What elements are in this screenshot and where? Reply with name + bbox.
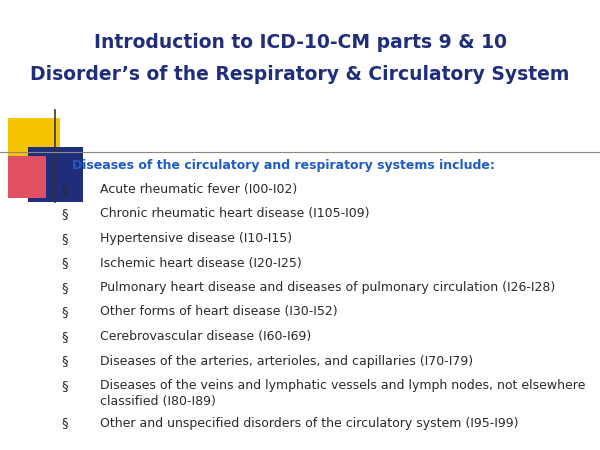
Text: Chronic rheumatic heart disease (I105-I09): Chronic rheumatic heart disease (I105-I0…	[100, 207, 370, 220]
Bar	[8, 156, 46, 198]
Text: Hypertensive disease (I10-I15): Hypertensive disease (I10-I15)	[100, 232, 292, 245]
Text: §: §	[62, 281, 68, 294]
Text: §: §	[62, 232, 68, 245]
Text: Diseases of the veins and lymphatic vessels and lymph nodes, not elsewhere
class: Diseases of the veins and lymphatic vess…	[100, 379, 586, 408]
Text: §: §	[62, 379, 68, 392]
Text: Disorder’s of the Respiratory & Circulatory System: Disorder’s of the Respiratory & Circulat…	[31, 66, 569, 85]
Text: Introduction to ICD-10-CM parts 9 & 10: Introduction to ICD-10-CM parts 9 & 10	[94, 32, 506, 51]
Text: Ischemic heart disease (I20-I25): Ischemic heart disease (I20-I25)	[100, 256, 302, 270]
Text: Diseases of the circulatory and respiratory systems include:: Diseases of the circulatory and respirat…	[72, 158, 495, 171]
Text: Cerebrovascular disease (I60-I69): Cerebrovascular disease (I60-I69)	[100, 330, 311, 343]
Text: §: §	[62, 355, 68, 368]
Bar	[8, 118, 60, 170]
Text: §: §	[62, 330, 68, 343]
Text: Diseases of the arteries, arterioles, and capillaries (I70-I79): Diseases of the arteries, arterioles, an…	[100, 355, 473, 368]
Text: §: §	[62, 417, 68, 429]
Text: §: §	[62, 256, 68, 270]
Text: Acute rheumatic fever (I00-I02): Acute rheumatic fever (I00-I02)	[100, 183, 297, 196]
Text: §: §	[62, 183, 68, 196]
Text: Other forms of heart disease (I30-I52): Other forms of heart disease (I30-I52)	[100, 306, 338, 319]
Text: Other and unspecified disorders of the circulatory system (I95-I99): Other and unspecified disorders of the c…	[100, 417, 518, 429]
Text: Pulmonary heart disease and diseases of pulmonary circulation (I26-I28): Pulmonary heart disease and diseases of …	[100, 281, 555, 294]
Bar	[28, 147, 83, 202]
Text: §: §	[62, 306, 68, 319]
Text: §: §	[62, 207, 68, 220]
